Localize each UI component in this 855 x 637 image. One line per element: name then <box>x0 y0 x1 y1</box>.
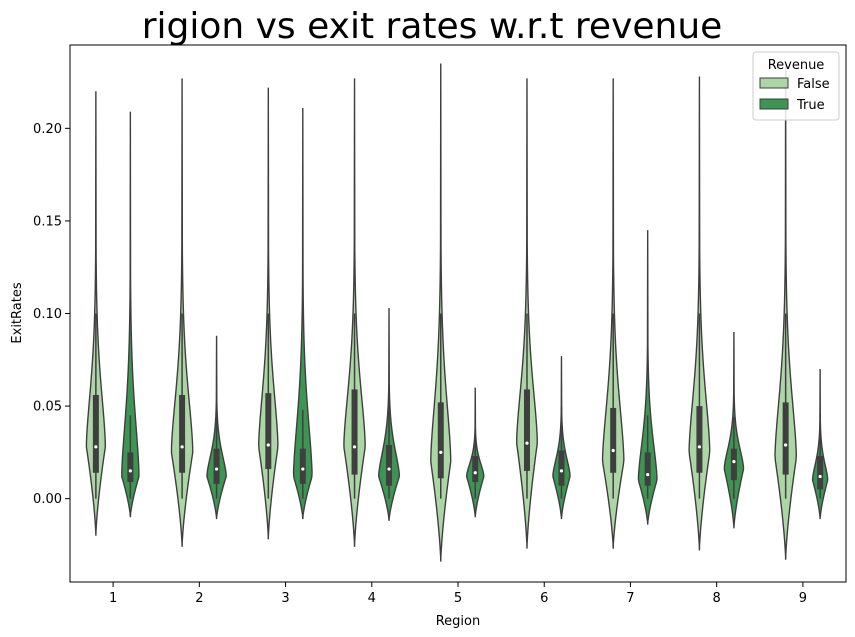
chart-title: rigion vs exit rates w.r.t revenue <box>142 6 723 47</box>
median-point <box>525 441 529 445</box>
x-axis-label: Region <box>436 614 481 629</box>
iqr-box <box>179 394 186 473</box>
median-point <box>387 467 391 471</box>
x-tick-label: 2 <box>195 591 203 606</box>
x-tick-label: 6 <box>540 591 548 606</box>
iqr-box <box>299 448 306 484</box>
iqr-box <box>127 452 134 483</box>
median-point <box>732 460 736 464</box>
legend-label-true: True <box>796 98 825 113</box>
median-point <box>214 467 219 471</box>
legend-swatch-false <box>759 77 789 89</box>
iqr-box <box>437 402 444 479</box>
iqr-box <box>782 402 789 475</box>
median-point <box>94 445 98 449</box>
median-point <box>784 443 788 447</box>
iqr-box <box>213 448 220 484</box>
iqr-box <box>472 456 479 483</box>
iqr-box <box>558 450 565 486</box>
iqr-box <box>351 389 358 475</box>
y-tick-label: 0.15 <box>33 214 62 229</box>
y-tick-label: 0.05 <box>33 400 62 415</box>
y-axis-label: ExitRates <box>10 282 25 343</box>
violin-true-region-7 <box>637 230 658 525</box>
x-tick-label: 4 <box>368 591 376 606</box>
legend-title: Revenue <box>768 58 825 73</box>
x-tick-label: 9 <box>799 591 807 606</box>
x-tick-label: 3 <box>281 591 289 606</box>
median-point <box>180 445 184 449</box>
iqr-box <box>610 407 617 473</box>
violin-true-region-3 <box>292 107 313 520</box>
violin-false-region-4 <box>343 78 366 547</box>
iqr-box <box>696 406 703 473</box>
iqr-box <box>92 394 99 473</box>
violin-true-region-1 <box>121 111 140 518</box>
x-tick-label: 5 <box>454 591 462 606</box>
median-point <box>352 445 357 449</box>
median-point <box>439 450 443 454</box>
median-point <box>301 467 305 471</box>
median-point <box>646 473 650 477</box>
median-point <box>611 448 615 453</box>
x-tick-label: 1 <box>109 591 117 606</box>
iqr-box <box>523 389 530 471</box>
y-tick-label: 0.20 <box>33 122 62 137</box>
violin-false-region-2 <box>170 78 194 547</box>
median-point <box>473 471 477 475</box>
iqr-box <box>817 456 824 490</box>
iqr-box <box>730 448 737 481</box>
y-tick-label: 0.00 <box>33 492 62 507</box>
median-point <box>697 445 702 449</box>
legend: Revenue False True <box>752 51 840 121</box>
x-tick-label: 7 <box>626 591 634 606</box>
median-point <box>266 443 270 447</box>
median-point <box>559 469 564 473</box>
violin-false-region-5 <box>430 63 452 562</box>
legend-label-false: False <box>797 77 830 92</box>
iqr-box <box>265 393 272 470</box>
median-point <box>818 474 822 479</box>
iqr-box <box>386 444 393 486</box>
y-tick-label: 0.10 <box>33 307 62 322</box>
median-point <box>128 469 132 473</box>
iqr-box <box>644 452 651 486</box>
legend-swatch-true <box>759 98 789 110</box>
x-tick-label: 8 <box>713 591 721 606</box>
